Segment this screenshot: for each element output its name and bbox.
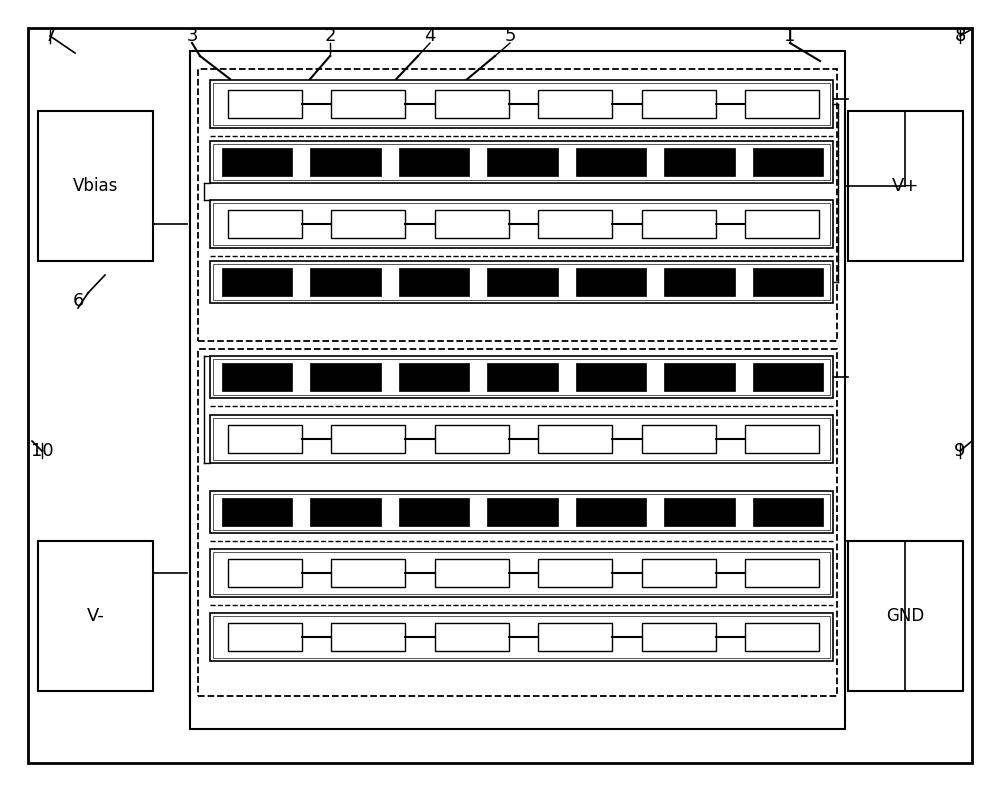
Bar (198, 69, 837, 341)
Bar (753, 149, 823, 176)
Bar (210, 141, 833, 183)
Bar (331, 210, 405, 238)
Text: 6: 6 (72, 292, 84, 310)
Text: V-: V- (87, 607, 104, 625)
Bar (664, 363, 735, 391)
Bar (435, 210, 509, 238)
Bar (576, 363, 646, 391)
Bar (435, 623, 509, 651)
Bar (576, 149, 646, 176)
Bar (664, 149, 735, 176)
Bar (222, 363, 292, 391)
Bar (213, 494, 830, 530)
Bar (210, 200, 833, 248)
Bar (222, 149, 292, 176)
Bar (331, 90, 405, 118)
Bar (213, 203, 830, 245)
Bar (538, 210, 612, 238)
Bar (210, 261, 833, 303)
Bar (210, 356, 833, 398)
Bar (399, 363, 469, 391)
Bar (228, 425, 302, 453)
Bar (538, 559, 612, 587)
Bar (753, 268, 823, 296)
Bar (753, 498, 823, 526)
Bar (213, 264, 830, 300)
Bar (331, 425, 405, 453)
Bar (198, 349, 837, 696)
Bar (576, 498, 646, 526)
Bar (213, 552, 830, 594)
Bar (487, 498, 558, 526)
Bar (228, 559, 302, 587)
Bar (642, 425, 716, 453)
Bar (642, 90, 716, 118)
Bar (745, 623, 819, 651)
Bar (487, 363, 558, 391)
Bar (642, 623, 716, 651)
Text: 7: 7 (44, 27, 56, 45)
Text: 10: 10 (31, 442, 53, 460)
Bar (745, 559, 819, 587)
Bar (213, 359, 830, 395)
Text: 5: 5 (504, 27, 516, 45)
Bar (848, 541, 963, 691)
Bar (222, 498, 292, 526)
Bar (228, 210, 302, 238)
Bar (487, 149, 558, 176)
Bar (213, 616, 830, 658)
Text: 8: 8 (954, 27, 966, 45)
Bar (310, 149, 381, 176)
Text: 1: 1 (784, 27, 796, 45)
Bar (210, 491, 833, 533)
Bar (538, 90, 612, 118)
Bar (210, 549, 833, 597)
Bar (228, 623, 302, 651)
Bar (399, 268, 469, 296)
Bar (745, 90, 819, 118)
Bar (331, 623, 405, 651)
Bar (753, 363, 823, 391)
Bar (664, 498, 735, 526)
Text: Vbias: Vbias (73, 177, 118, 195)
Bar (642, 210, 716, 238)
Bar (310, 363, 381, 391)
Bar (399, 498, 469, 526)
Bar (435, 559, 509, 587)
Bar (538, 623, 612, 651)
Bar (210, 613, 833, 661)
Text: 3: 3 (186, 27, 198, 45)
Bar (487, 268, 558, 296)
Bar (399, 149, 469, 176)
Text: V+: V+ (892, 177, 919, 195)
Bar (210, 80, 833, 128)
Text: 2: 2 (324, 27, 336, 45)
Bar (222, 268, 292, 296)
Bar (310, 268, 381, 296)
Bar (745, 210, 819, 238)
Bar (576, 268, 646, 296)
Bar (664, 268, 735, 296)
Bar (213, 418, 830, 460)
Bar (38, 541, 153, 691)
Bar (228, 90, 302, 118)
Bar (213, 83, 830, 125)
Bar (210, 415, 833, 463)
Bar (38, 111, 153, 261)
Bar (435, 425, 509, 453)
Bar (642, 559, 716, 587)
Bar (310, 498, 381, 526)
Bar (331, 559, 405, 587)
Bar (435, 90, 509, 118)
Bar (538, 425, 612, 453)
Bar (745, 425, 819, 453)
Text: 4: 4 (424, 27, 436, 45)
Bar (213, 144, 830, 180)
Bar (848, 111, 963, 261)
Text: 9: 9 (954, 442, 966, 460)
Text: GND: GND (886, 607, 925, 625)
Bar (190, 51, 845, 729)
